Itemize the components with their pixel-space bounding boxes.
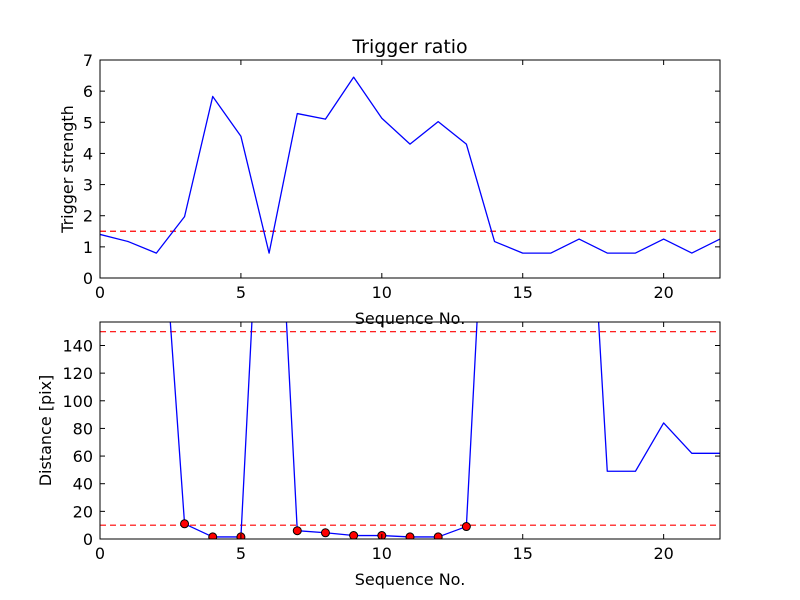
y-tick-label: 1 [83, 238, 93, 257]
y-tick-label: 140 [62, 336, 93, 355]
y-axis-label: Distance [pix] [36, 375, 55, 487]
y-tick-label: 3 [83, 176, 93, 195]
x-tick-label: 20 [653, 544, 673, 563]
data-point [320, 528, 330, 538]
data-point [208, 532, 218, 539]
y-axis-label: Trigger strength [58, 105, 77, 234]
y-tick-label: 4 [83, 144, 93, 163]
x-tick-label: 10 [372, 544, 392, 563]
y-tick-label: 6 [83, 82, 93, 101]
series-line-0 [100, 76, 720, 254]
y-tick-label: 60 [73, 447, 93, 466]
x-tick-label: 20 [653, 283, 673, 302]
x-tick-label: 5 [236, 544, 246, 563]
distance-chart: 0 5 10 15 20 0 20 40 60 80 100 120 140 Sequence No. Di… [36, 321, 721, 589]
x-axis-label: Sequence No. [355, 570, 466, 589]
y-tick-label: 0 [83, 530, 93, 549]
x-tick-label: 10 [372, 283, 392, 302]
x-tick-label: 0 [95, 544, 105, 563]
y-tick-label: 120 [62, 364, 93, 383]
x-tick-label: 15 [513, 544, 533, 563]
data-point [349, 531, 359, 539]
y-tick-label: 7 [83, 51, 93, 70]
chart-title: Trigger ratio [351, 36, 467, 58]
data-point [180, 519, 190, 529]
x-tick-label: 5 [236, 283, 246, 302]
y-tick-label: 0 [83, 269, 93, 288]
data-point [461, 522, 471, 532]
trigger-ratio-chart: 0 5 10 15 20 0 1 2 3 4 5 6 7 Trigger ratio Sequence No… [58, 36, 721, 328]
y-tick-label: 80 [73, 419, 93, 438]
data-point [433, 532, 443, 539]
y-tick-label: 2 [83, 207, 93, 226]
x-tick-label: 0 [95, 283, 105, 302]
data-point [405, 532, 415, 539]
y-tick-label: 100 [62, 392, 93, 411]
plot-frame [99, 59, 721, 279]
data-point [292, 526, 302, 536]
x-tick-label: 15 [513, 283, 533, 302]
x-axis-label: Sequence No. [355, 309, 466, 328]
y-tick-label: 20 [73, 502, 93, 521]
y-tick-label: 5 [83, 113, 93, 132]
plot-frame [99, 321, 721, 540]
y-tick-label: 40 [73, 475, 93, 494]
plot-area [100, 76, 720, 254]
